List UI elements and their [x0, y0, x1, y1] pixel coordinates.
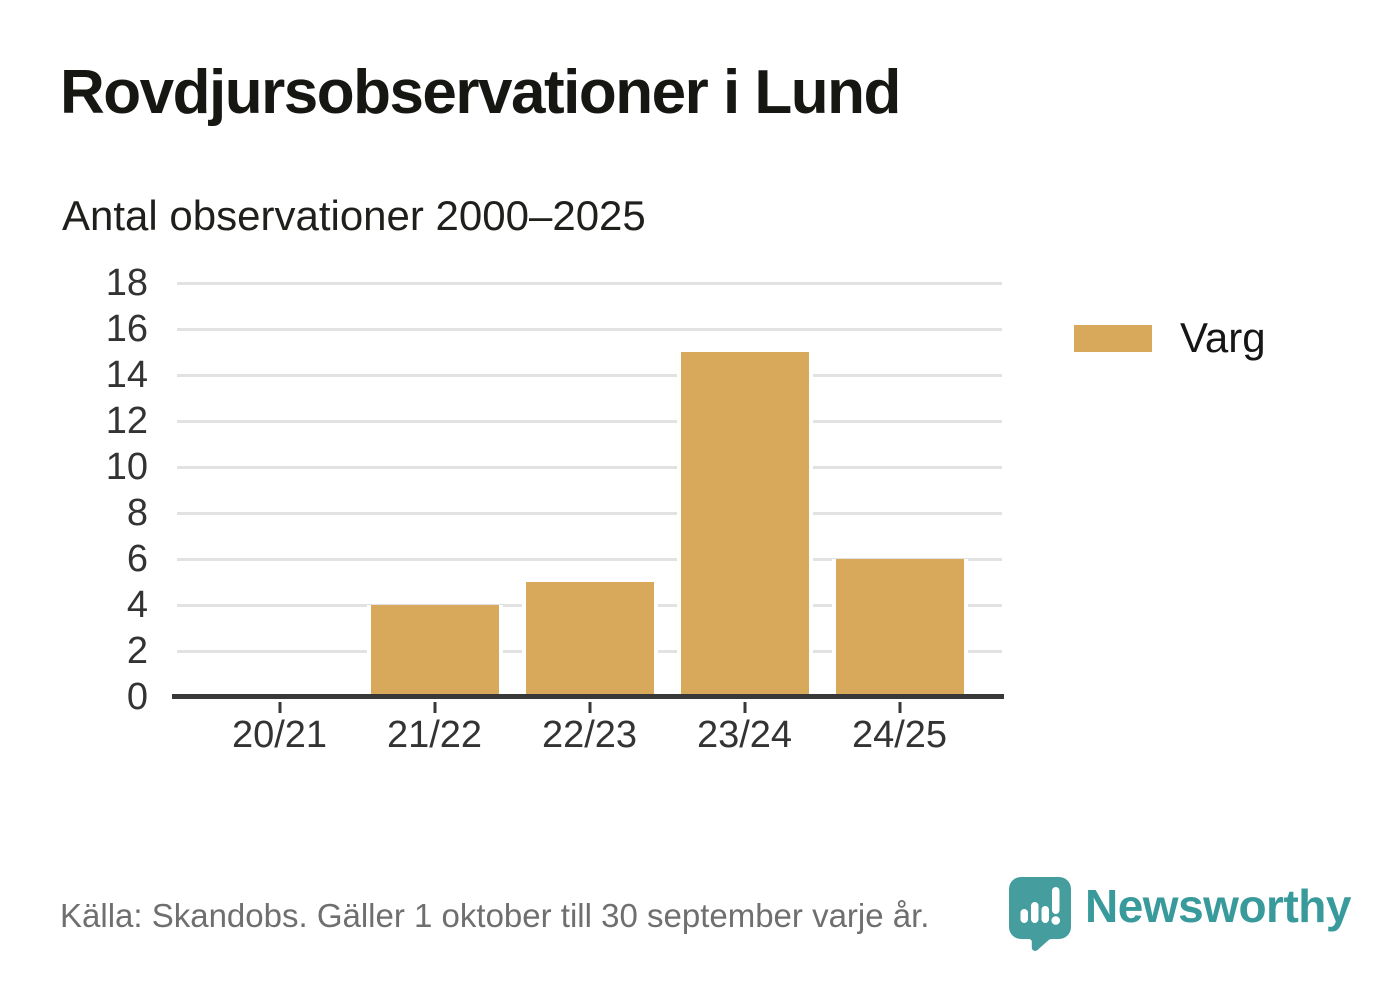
bar-varg-22/23	[525, 582, 654, 697]
x-axis: 20/21 21/22 22/23 23/24 24/25	[177, 714, 1002, 757]
bar-varg-24/25	[835, 559, 964, 697]
bar-band-22/23	[512, 283, 667, 713]
x-tick-label-22/23: 22/23	[541, 714, 638, 756]
y-axis: 0 2 4 6 8 10 12 14 16 18	[36, 264, 148, 716]
x-axis-line	[172, 694, 1004, 699]
newsworthy-bubble-icon	[1008, 876, 1072, 957]
gridline-y-14	[177, 373, 1002, 377]
y-tick-label-14: 14	[105, 354, 148, 396]
bar-bands	[177, 283, 1002, 713]
y-tick-label-18: 18	[105, 262, 148, 304]
y-tick-label-10: 10	[105, 446, 148, 488]
plot-area	[172, 281, 1004, 713]
x-tick-label-20/21: 20/21	[231, 714, 328, 756]
bar-band-21/22	[357, 283, 512, 713]
y-tick-label-12: 12	[105, 400, 148, 442]
chart-title: Rovdjursobservationer i Lund	[60, 58, 901, 127]
legend: Varg	[1074, 314, 1266, 362]
bar-varg-23/24	[680, 352, 809, 697]
bar-band-23/24	[667, 283, 822, 713]
x-tick-20/21	[278, 702, 281, 713]
x-tick-23/24	[743, 702, 746, 713]
bar-band-20/21	[202, 283, 357, 713]
y-tick-label-0: 0	[126, 676, 148, 718]
y-tick-label-4: 4	[126, 584, 148, 626]
newsworthy-logo: Newsworthy	[1008, 876, 1351, 957]
gridline-y-8	[177, 511, 1002, 515]
gridline-y-18	[177, 281, 1002, 285]
x-tick-label-21/22: 21/22	[386, 714, 483, 756]
x-tick-label-23/24: 23/24	[696, 714, 793, 756]
y-tick-label-6: 6	[126, 538, 148, 580]
gridline-y-12	[177, 419, 1002, 423]
x-tick-label-24/25: 24/25	[851, 714, 948, 756]
gridline-y-16	[177, 327, 1002, 331]
source-note: Källa: Skandobs. Gäller 1 oktober till 3…	[60, 897, 930, 934]
y-tick-label-8: 8	[126, 492, 148, 534]
x-tick-22/23	[588, 702, 591, 713]
newsworthy-wordmark: Newsworthy	[1085, 880, 1351, 932]
bar-band-24/25	[822, 283, 977, 713]
legend-label-varg: Varg	[1180, 314, 1266, 361]
y-tick-label-2: 2	[126, 630, 148, 672]
legend-swatch-varg	[1074, 324, 1152, 352]
gridline-y-10	[177, 465, 1002, 469]
gridline-y-6	[177, 557, 1002, 561]
x-tick-21/22	[433, 702, 436, 713]
bar-varg-21/22	[370, 605, 499, 697]
chart-subtitle: Antal observationer 2000–2025	[62, 192, 646, 239]
y-tick-label-16: 16	[105, 308, 148, 350]
x-tick-24/25	[898, 702, 901, 713]
